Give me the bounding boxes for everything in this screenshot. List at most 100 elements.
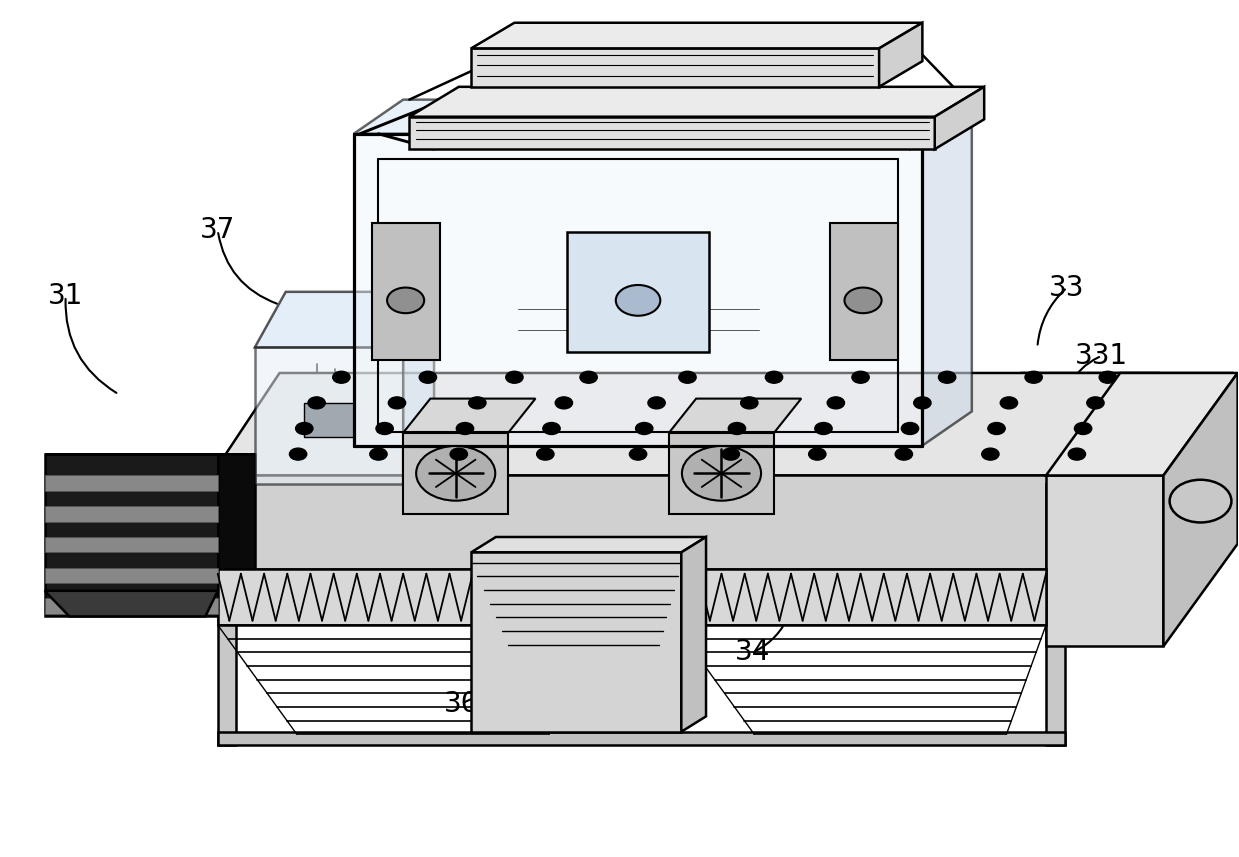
- Polygon shape: [372, 224, 440, 360]
- Text: 33: 33: [1049, 273, 1085, 302]
- Circle shape: [296, 423, 313, 434]
- Circle shape: [722, 448, 740, 460]
- Polygon shape: [409, 117, 934, 149]
- Polygon shape: [353, 99, 971, 134]
- Polygon shape: [934, 87, 984, 149]
- Circle shape: [468, 397, 486, 409]
- Polygon shape: [1046, 484, 1064, 745]
- Circle shape: [543, 423, 560, 434]
- Polygon shape: [45, 537, 218, 553]
- Polygon shape: [681, 537, 706, 732]
- Polygon shape: [255, 347, 403, 484]
- Circle shape: [419, 371, 436, 383]
- Polygon shape: [471, 48, 880, 87]
- Polygon shape: [567, 232, 709, 351]
- Polygon shape: [1083, 373, 1157, 569]
- Circle shape: [1087, 397, 1104, 409]
- Circle shape: [1170, 480, 1232, 523]
- Circle shape: [616, 285, 660, 315]
- Circle shape: [901, 423, 918, 434]
- Circle shape: [729, 423, 746, 434]
- Circle shape: [981, 448, 999, 460]
- Text: 30: 30: [444, 690, 479, 717]
- Polygon shape: [212, 476, 1083, 569]
- Text: 34: 34: [735, 638, 771, 666]
- Polygon shape: [1046, 373, 1238, 476]
- Circle shape: [450, 448, 467, 460]
- Polygon shape: [669, 433, 774, 514]
- Polygon shape: [947, 476, 1157, 514]
- Polygon shape: [218, 484, 237, 745]
- Polygon shape: [1157, 373, 1232, 514]
- Circle shape: [580, 371, 597, 383]
- Polygon shape: [45, 476, 218, 491]
- Circle shape: [375, 423, 393, 434]
- Circle shape: [766, 371, 783, 383]
- Circle shape: [1025, 371, 1042, 383]
- Circle shape: [1068, 448, 1085, 460]
- Polygon shape: [1046, 476, 1163, 646]
- Text: 36: 36: [683, 28, 717, 57]
- Circle shape: [388, 397, 405, 409]
- Circle shape: [1000, 397, 1017, 409]
- Circle shape: [333, 371, 349, 383]
- Polygon shape: [403, 292, 434, 484]
- Circle shape: [828, 397, 845, 409]
- Polygon shape: [947, 373, 1232, 476]
- Polygon shape: [1163, 373, 1238, 646]
- Text: 35: 35: [265, 577, 301, 605]
- Circle shape: [648, 397, 665, 409]
- Circle shape: [938, 371, 955, 383]
- Polygon shape: [471, 537, 706, 553]
- Circle shape: [1074, 423, 1092, 434]
- Text: 31: 31: [48, 282, 83, 310]
- Circle shape: [987, 423, 1005, 434]
- Polygon shape: [675, 569, 1046, 625]
- Polygon shape: [669, 399, 802, 433]
- Circle shape: [387, 288, 424, 313]
- Circle shape: [309, 397, 326, 409]
- Polygon shape: [45, 506, 218, 522]
- Circle shape: [815, 423, 833, 434]
- Polygon shape: [45, 454, 218, 616]
- Circle shape: [679, 371, 696, 383]
- Circle shape: [456, 423, 473, 434]
- Circle shape: [536, 448, 554, 460]
- Text: 331: 331: [1075, 342, 1129, 370]
- Polygon shape: [922, 99, 971, 446]
- Polygon shape: [45, 567, 218, 583]
- Polygon shape: [471, 23, 922, 48]
- Polygon shape: [880, 23, 922, 87]
- Polygon shape: [218, 732, 1064, 745]
- Circle shape: [290, 448, 307, 460]
- Circle shape: [636, 423, 653, 434]
- Polygon shape: [305, 403, 353, 437]
- Circle shape: [506, 371, 523, 383]
- Circle shape: [1099, 371, 1116, 383]
- Polygon shape: [218, 569, 589, 625]
- Polygon shape: [353, 134, 922, 446]
- Polygon shape: [45, 590, 218, 616]
- Circle shape: [809, 448, 826, 460]
- Circle shape: [845, 288, 882, 313]
- Circle shape: [896, 448, 912, 460]
- Text: 32: 32: [1103, 500, 1137, 528]
- Polygon shape: [830, 224, 897, 360]
- Text: 361: 361: [908, 88, 961, 117]
- Polygon shape: [403, 433, 508, 514]
- Polygon shape: [218, 454, 255, 616]
- Polygon shape: [409, 87, 984, 117]
- Text: 37: 37: [199, 216, 235, 244]
- Circle shape: [555, 397, 572, 409]
- Circle shape: [681, 446, 761, 500]
- Polygon shape: [255, 292, 434, 347]
- Polygon shape: [212, 373, 1157, 476]
- Polygon shape: [45, 598, 218, 614]
- Circle shape: [852, 371, 870, 383]
- Polygon shape: [471, 553, 681, 732]
- Polygon shape: [403, 399, 535, 433]
- Circle shape: [913, 397, 930, 409]
- Circle shape: [369, 448, 387, 460]
- Circle shape: [741, 397, 758, 409]
- Circle shape: [416, 446, 496, 500]
